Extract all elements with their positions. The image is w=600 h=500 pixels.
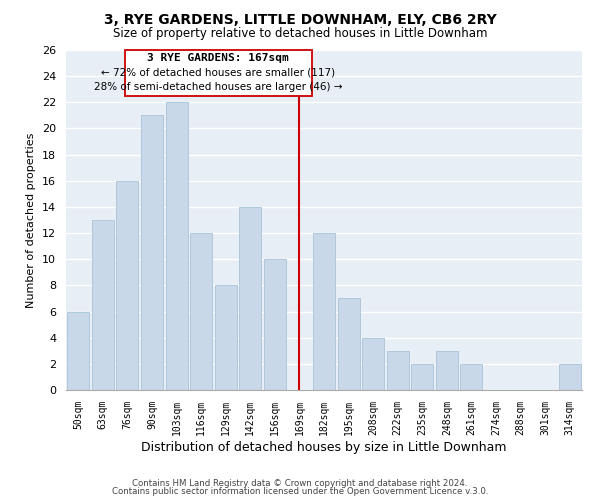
Bar [559,364,581,390]
Bar [338,298,359,390]
Bar [313,233,335,390]
Bar [67,312,89,390]
Text: Contains HM Land Registry data © Crown copyright and database right 2024.: Contains HM Land Registry data © Crown c… [132,478,468,488]
Text: 28% of semi-detached houses are larger (46) →: 28% of semi-detached houses are larger (… [94,82,343,92]
Bar [239,207,262,390]
Bar [116,181,139,390]
Bar [141,116,163,390]
Bar [92,220,114,390]
Bar [386,351,409,390]
Y-axis label: Number of detached properties: Number of detached properties [26,132,37,308]
Bar [436,351,458,390]
Bar [362,338,384,390]
Bar [166,102,188,390]
Bar [264,259,286,390]
Text: Contains public sector information licensed under the Open Government Licence v.: Contains public sector information licen… [112,487,488,496]
Bar [215,286,237,390]
Text: 3 RYE GARDENS: 167sqm: 3 RYE GARDENS: 167sqm [148,54,289,64]
X-axis label: Distribution of detached houses by size in Little Downham: Distribution of detached houses by size … [141,440,507,454]
FancyBboxPatch shape [125,50,312,96]
Bar [460,364,482,390]
Text: Size of property relative to detached houses in Little Downham: Size of property relative to detached ho… [113,28,487,40]
Bar [411,364,433,390]
Text: ← 72% of detached houses are smaller (117): ← 72% of detached houses are smaller (11… [101,67,335,77]
Bar [190,233,212,390]
Text: 3, RYE GARDENS, LITTLE DOWNHAM, ELY, CB6 2RY: 3, RYE GARDENS, LITTLE DOWNHAM, ELY, CB6… [104,12,496,26]
